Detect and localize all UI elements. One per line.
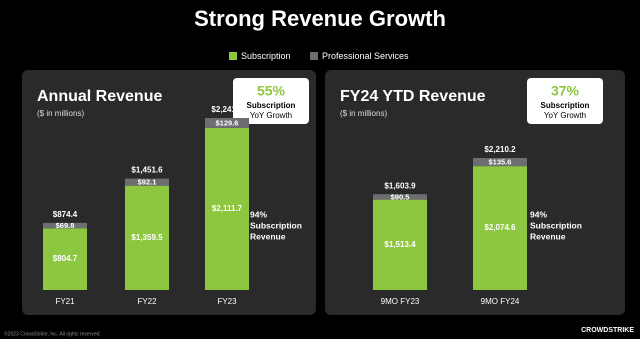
callout-text: YoY Growth bbox=[250, 111, 292, 120]
note-text: Subscription bbox=[530, 220, 582, 230]
callout-text: Subscription bbox=[247, 101, 296, 110]
total-label: $874.4 bbox=[53, 210, 78, 219]
value-label: $69.8 bbox=[56, 221, 75, 230]
value-label: $90.5 bbox=[391, 192, 410, 201]
legend-label: Subscription bbox=[241, 51, 291, 61]
bar-segment bbox=[205, 117, 249, 128]
x-tick-label: 9MO FY24 bbox=[481, 297, 520, 306]
value-label: $1,359.5 bbox=[131, 233, 163, 242]
bar-segment bbox=[205, 127, 249, 291]
bar-segment bbox=[373, 194, 427, 200]
callout-value: 55% bbox=[257, 83, 286, 99]
total-label: $1,603.9 bbox=[384, 181, 416, 190]
bar-segment bbox=[473, 166, 527, 290]
bar-segment bbox=[125, 185, 169, 290]
value-label: $2,111.7 bbox=[212, 204, 243, 213]
value-label: $129.6 bbox=[216, 118, 239, 127]
footer: ©2023 CrowdStrike, Inc. All rights reser… bbox=[4, 330, 101, 337]
panel-subtitle: ($ in millions) bbox=[37, 109, 84, 118]
value-label: $135.6 bbox=[489, 158, 512, 167]
logo: CROWDSTRIKE bbox=[581, 327, 634, 334]
bar-segment bbox=[43, 228, 87, 290]
x-tick-label: FY22 bbox=[137, 297, 157, 306]
note-text: Revenue bbox=[530, 231, 566, 241]
note-text: Subscription bbox=[250, 220, 302, 230]
note-text: Revenue bbox=[250, 231, 286, 241]
callout-value: 37% bbox=[551, 83, 580, 99]
legend-label: Professional Services bbox=[322, 51, 409, 61]
x-tick-label: FY21 bbox=[55, 297, 75, 306]
callout-text: Subscription bbox=[541, 101, 590, 110]
legend-swatch bbox=[310, 52, 318, 60]
note-text: 94% bbox=[250, 209, 267, 219]
slide-title: Strong Revenue Growth bbox=[194, 6, 446, 31]
bar-segment bbox=[125, 178, 169, 186]
panel-title: FY24 YTD Revenue bbox=[340, 88, 486, 105]
bar-segment bbox=[373, 199, 427, 290]
note-text: 94% bbox=[530, 209, 547, 219]
legend-swatch bbox=[229, 52, 237, 60]
callout-box bbox=[233, 78, 309, 124]
value-label: $804.7 bbox=[53, 254, 78, 263]
x-tick-label: 9MO FY23 bbox=[381, 297, 420, 306]
panel-subtitle: ($ in millions) bbox=[340, 109, 387, 118]
total-label: $1,451.6 bbox=[131, 166, 163, 175]
value-label: $92.1 bbox=[138, 178, 157, 187]
x-tick-label: FY23 bbox=[217, 297, 237, 306]
panel-title: Annual Revenue bbox=[37, 88, 162, 105]
value-label: $1,513.4 bbox=[384, 240, 416, 249]
callout-box bbox=[527, 78, 603, 124]
bar-segment bbox=[473, 158, 527, 167]
bar-segment bbox=[43, 222, 87, 229]
callout-text: YoY Growth bbox=[544, 111, 586, 120]
value-label: $2,074.6 bbox=[484, 223, 516, 232]
total-label: $2,241.2 bbox=[211, 105, 243, 114]
total-label: $2,210.2 bbox=[484, 145, 516, 154]
